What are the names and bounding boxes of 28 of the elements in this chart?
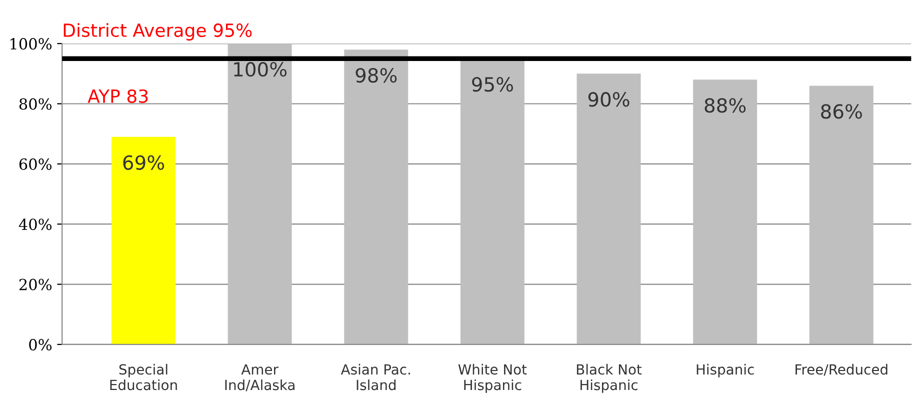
data-label: 86% [821, 104, 862, 119]
x-tick-label: Hispanic [696, 364, 754, 378]
data-label: 88% [704, 98, 746, 113]
bar [693, 80, 758, 344]
x-tick-label: Black Not Hispanic [576, 364, 642, 393]
y-tick-label: 40% [18, 218, 52, 230]
data-label: 95% [472, 77, 513, 92]
x-tick-label: Amer Ind/Alaska [225, 364, 294, 392]
data-label: 98% [356, 68, 397, 83]
y-tick-label: 0% [29, 338, 52, 350]
bar [228, 44, 292, 344]
bar [112, 136, 176, 344]
x-tick-label: Asian Pac. Island [340, 364, 410, 390]
annotation: AYP 83 [88, 89, 148, 103]
y-tick-label: 100% [10, 38, 52, 50]
bar [344, 50, 408, 344]
ref-line-label: District Average 95% [64, 23, 252, 41]
y-tick-label: 80% [19, 98, 52, 110]
data-label: 90% [588, 92, 630, 107]
bar [576, 74, 641, 344]
x-tick-label: White Not Hispanic [458, 364, 527, 393]
y-tick-label: 20% [19, 278, 52, 290]
bar [809, 86, 874, 344]
y-tick-label: 60% [19, 158, 52, 170]
data-label: 100% [234, 62, 287, 77]
x-tick-label: Special Education [110, 364, 177, 390]
x-tick-label: Free/Reduced [796, 364, 888, 376]
data-label: 69% [123, 155, 164, 170]
